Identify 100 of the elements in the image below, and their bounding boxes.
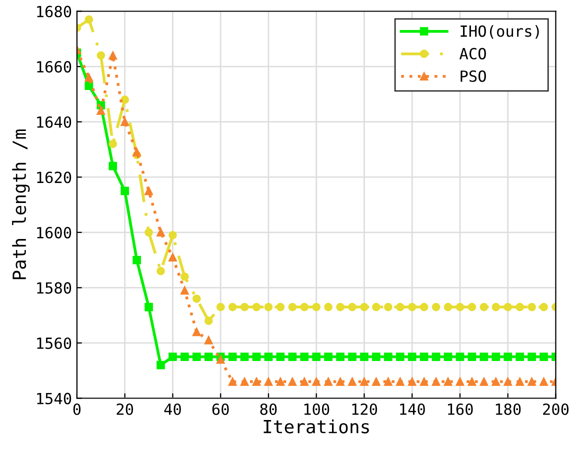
point xyxy=(276,352,285,361)
legend-label: ACO xyxy=(460,48,486,60)
point xyxy=(432,352,440,361)
point xyxy=(204,352,213,361)
point xyxy=(480,352,488,361)
point xyxy=(192,352,201,361)
point xyxy=(216,302,225,312)
point xyxy=(456,302,464,312)
point xyxy=(300,377,309,386)
point xyxy=(180,286,189,295)
point xyxy=(468,302,476,312)
point xyxy=(540,377,548,386)
point xyxy=(396,352,404,361)
y-tick-label: 1560 xyxy=(37,337,72,350)
point xyxy=(168,230,177,240)
point xyxy=(276,377,285,386)
point xyxy=(516,352,524,361)
x-tick-label: 200 xyxy=(543,403,569,416)
y-tick-label: 1680 xyxy=(37,6,72,18)
point xyxy=(468,352,476,361)
point xyxy=(300,352,309,361)
point xyxy=(372,352,380,361)
point xyxy=(396,302,404,312)
point xyxy=(192,328,201,336)
point xyxy=(180,272,189,281)
point xyxy=(372,377,380,386)
point xyxy=(432,377,440,386)
point xyxy=(384,302,392,312)
point xyxy=(444,302,452,312)
point xyxy=(540,352,548,361)
point xyxy=(120,96,129,104)
point xyxy=(96,51,106,60)
point xyxy=(252,352,261,361)
point xyxy=(528,377,536,386)
point xyxy=(516,302,524,312)
point xyxy=(156,228,165,237)
point xyxy=(372,302,380,312)
point xyxy=(360,377,368,386)
point xyxy=(408,352,416,361)
x-tick-label: 20 xyxy=(116,403,134,416)
y-tick-label: 1640 xyxy=(37,116,72,128)
point xyxy=(360,352,368,361)
x-tick-label: 160 xyxy=(448,403,473,416)
x-tick-label: 120 xyxy=(352,403,378,416)
point xyxy=(360,302,368,312)
point xyxy=(240,377,249,386)
y-tick-label: 1600 xyxy=(37,226,72,238)
point xyxy=(240,302,249,312)
point xyxy=(264,352,273,361)
point xyxy=(324,377,332,386)
point xyxy=(384,377,392,386)
point xyxy=(168,352,177,361)
point xyxy=(192,294,201,303)
point xyxy=(420,352,428,361)
point xyxy=(300,302,309,312)
point xyxy=(180,352,189,361)
point xyxy=(492,377,500,386)
point xyxy=(348,352,356,361)
y-tick-label: 1540 xyxy=(37,392,72,404)
point xyxy=(288,377,297,386)
point xyxy=(264,377,273,386)
y-tick-label: 1660 xyxy=(37,61,72,73)
point xyxy=(480,377,488,386)
point xyxy=(156,360,165,370)
x-tick-label: 0 xyxy=(73,403,81,416)
point xyxy=(528,302,536,312)
point xyxy=(132,256,141,264)
point xyxy=(288,352,297,361)
point xyxy=(384,352,392,361)
point xyxy=(444,352,452,361)
point xyxy=(108,51,118,60)
point xyxy=(348,377,356,386)
point xyxy=(84,15,94,24)
point xyxy=(516,377,524,386)
point xyxy=(324,352,332,361)
point xyxy=(312,377,321,386)
x-tick-label: 140 xyxy=(400,403,425,416)
point xyxy=(324,302,332,312)
point xyxy=(108,162,118,170)
point xyxy=(144,228,153,237)
point xyxy=(480,302,488,312)
y-tick-label: 1580 xyxy=(37,282,72,294)
point xyxy=(420,377,428,386)
point xyxy=(492,352,500,361)
point xyxy=(504,352,512,361)
point xyxy=(432,302,440,312)
x-tick-label: 40 xyxy=(164,403,181,416)
point xyxy=(276,302,285,312)
point xyxy=(264,302,273,312)
point xyxy=(120,118,129,126)
point xyxy=(144,186,153,196)
point xyxy=(456,377,464,386)
point xyxy=(252,302,261,312)
point xyxy=(420,302,428,312)
point xyxy=(408,377,416,386)
point xyxy=(336,302,344,312)
point xyxy=(204,336,213,344)
point xyxy=(540,302,548,312)
point xyxy=(144,302,153,312)
x-tick-label: 60 xyxy=(212,403,229,416)
